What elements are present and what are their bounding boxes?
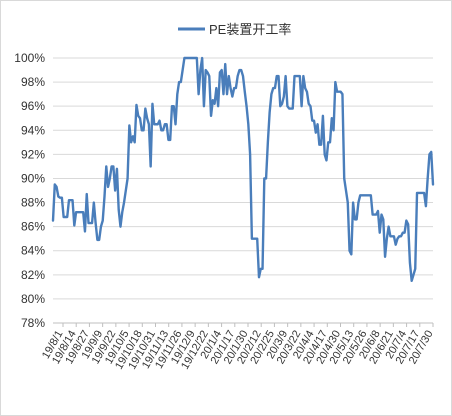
y-tick-label: 86%: [21, 220, 45, 234]
series-layer: [51, 56, 435, 283]
legend: PE装置开工率: [178, 22, 291, 37]
y-tick-label: 94%: [21, 123, 45, 137]
y-axis: 78% 80% 82% 84% 86% 88% 90% 92% 94% 96% 98% 100%: [14, 51, 45, 330]
y-tick-label: 98%: [21, 75, 45, 89]
x-axis: 19/8/119/8/1419/8/2719/9/919/9/2219/10/5…: [40, 322, 436, 372]
y-tick-label: 100%: [14, 51, 45, 65]
y-tick-label: 90%: [21, 171, 45, 185]
gridlines: [53, 57, 433, 324]
y-tick-label: 92%: [21, 147, 45, 161]
series-line: [51, 56, 435, 283]
y-tick-label: 80%: [21, 292, 45, 306]
y-tick-label: 84%: [21, 244, 45, 258]
y-tick-label: 96%: [21, 99, 45, 113]
y-tick-label: 88%: [21, 196, 45, 210]
y-tick-label: 82%: [21, 268, 45, 282]
legend-label: PE装置开工率: [209, 22, 291, 37]
y-tick-label: 78%: [21, 316, 45, 330]
